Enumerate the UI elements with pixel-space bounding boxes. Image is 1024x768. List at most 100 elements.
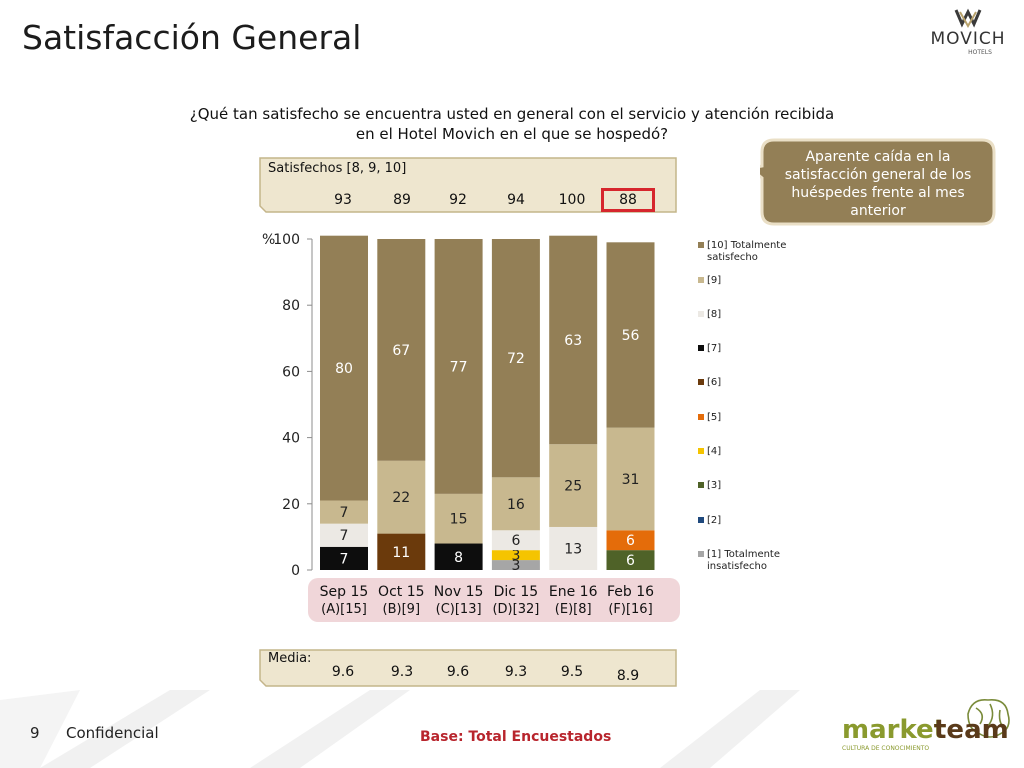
data-label: 72 <box>507 351 525 367</box>
x-tick-sublabel: (B)[9] <box>383 602 420 617</box>
bar-segment <box>549 235 598 445</box>
bar-segment <box>606 427 655 531</box>
satisfechos-value: 88 <box>619 192 637 208</box>
bar-segment <box>377 460 426 534</box>
svg-text:team: team <box>934 715 1009 745</box>
data-label: 56 <box>622 328 640 344</box>
svg-text:MOVICH: MOVICH <box>930 29 1005 49</box>
data-label: 80 <box>335 361 353 377</box>
y-tick-label: 20 <box>282 497 300 513</box>
satisfechos-value: 100 <box>558 192 586 208</box>
bar-segment <box>606 530 655 551</box>
bar-segment <box>549 444 598 527</box>
bar-segment <box>320 500 368 524</box>
bar-segment <box>606 242 655 428</box>
data-label: 13 <box>564 541 582 557</box>
y-tick-label: 60 <box>282 364 300 380</box>
legend-swatch <box>698 517 704 523</box>
media-value: 9.3 <box>390 664 414 680</box>
x-tick-sublabel: (F)[16] <box>608 602 652 617</box>
data-label: 6 <box>626 533 635 549</box>
legend-label: [7] <box>707 343 722 354</box>
legend-swatch <box>698 414 704 420</box>
legend-label: [5] <box>707 412 722 423</box>
data-label: 6 <box>626 553 635 569</box>
bar-segment <box>491 550 540 561</box>
y-axis-unit-label: % <box>262 232 275 248</box>
category-labels-background <box>308 578 680 622</box>
y-tick-label: 100 <box>273 232 300 248</box>
satisfechos-panel <box>259 157 677 213</box>
data-label: 67 <box>392 343 410 359</box>
data-label: 7 <box>340 528 349 544</box>
legend-label: [8] <box>707 309 722 320</box>
legend-swatch <box>698 345 704 351</box>
satisfechos-value: 89 <box>393 192 411 208</box>
legend-label: [6] <box>707 377 722 388</box>
marketteam-logo: market team CULTURA DE CONOCIMIENTO <box>842 698 1010 752</box>
confidential-label: Confidencial <box>66 724 159 742</box>
svg-text:CULTURA DE CONOCIMIENTO: CULTURA DE CONOCIMIENTO <box>842 745 929 752</box>
x-tick-label: Ene 16 <box>549 584 598 600</box>
data-label: 77 <box>450 359 468 375</box>
slide-title: Satisfacción General <box>22 18 362 57</box>
satisfechos-label: Satisfechos [8, 9, 10] <box>268 161 407 176</box>
bar-segment <box>606 550 655 570</box>
bar-segment <box>320 546 368 570</box>
bar-segment <box>491 477 540 531</box>
satisfechos-value: 92 <box>449 192 467 208</box>
legend-label: [3] <box>707 480 722 491</box>
x-tick-label: Nov 15 <box>434 584 484 600</box>
media-value: 9.6 <box>446 664 470 680</box>
bar-segment <box>491 530 540 551</box>
y-tick-label: 40 <box>282 431 300 447</box>
legend-label: [10] Totalmente satisfecho <box>707 240 787 263</box>
movich-logo: MOVICH HOTELS <box>930 8 1005 56</box>
x-tick-sublabel: (D)[32] <box>492 602 539 617</box>
callout-text: Aparente caída en la satisfacción genera… <box>784 149 972 219</box>
media-value: 9.5 <box>560 664 584 680</box>
bar-segment <box>434 543 483 570</box>
bar-segment <box>549 526 598 570</box>
x-tick-label: Dic 15 <box>494 584 539 600</box>
satisfechos-value: 93 <box>334 192 352 208</box>
legend-swatch <box>698 551 704 557</box>
bar-segment <box>491 239 540 478</box>
x-tick-label: Feb 16 <box>607 584 654 600</box>
question-line-2: en el Hotel Movich en el que se hospedó? <box>355 125 669 143</box>
base-label: Base: Total Encuestados <box>420 729 612 745</box>
slide-number: 9 <box>30 724 40 742</box>
legend-swatch <box>698 448 704 454</box>
legend-label: [2] <box>707 515 722 526</box>
data-label: 3 <box>511 558 520 574</box>
legend-label: [1] Totalmente insatisfecho <box>707 549 781 572</box>
data-label: 31 <box>622 472 640 488</box>
data-label: 22 <box>392 490 410 506</box>
legend-swatch <box>698 482 704 488</box>
data-label: 15 <box>450 512 468 528</box>
satisfechos-value: 94 <box>507 192 525 208</box>
bar-segment <box>377 239 426 461</box>
data-label: 16 <box>507 497 525 513</box>
y-tick-label: 0 <box>291 563 300 579</box>
survey-question: ¿Qué tan satisfecho se encuentra usted e… <box>150 104 874 144</box>
question-line-1: ¿Qué tan satisfecho se encuentra usted e… <box>189 105 835 123</box>
legend-label: [9] <box>707 275 722 286</box>
bar-segment <box>491 560 540 570</box>
data-label: 25 <box>564 479 582 495</box>
data-label: 7 <box>340 551 349 567</box>
data-label: 11 <box>392 545 410 561</box>
legend-label: [4] <box>707 446 722 457</box>
media-value: 8.9 <box>616 668 640 684</box>
highlight-box <box>601 188 655 212</box>
data-label: 63 <box>564 333 582 349</box>
svg-text:HOTELS: HOTELS <box>968 49 992 56</box>
x-tick-label: Sep 15 <box>320 584 369 600</box>
data-label: 7 <box>340 505 349 521</box>
x-tick-sublabel: (C)[13] <box>436 602 482 617</box>
bar-segment <box>320 523 368 547</box>
x-tick-sublabel: (E)[8] <box>555 602 592 617</box>
media-value: 9.6 <box>331 664 355 680</box>
